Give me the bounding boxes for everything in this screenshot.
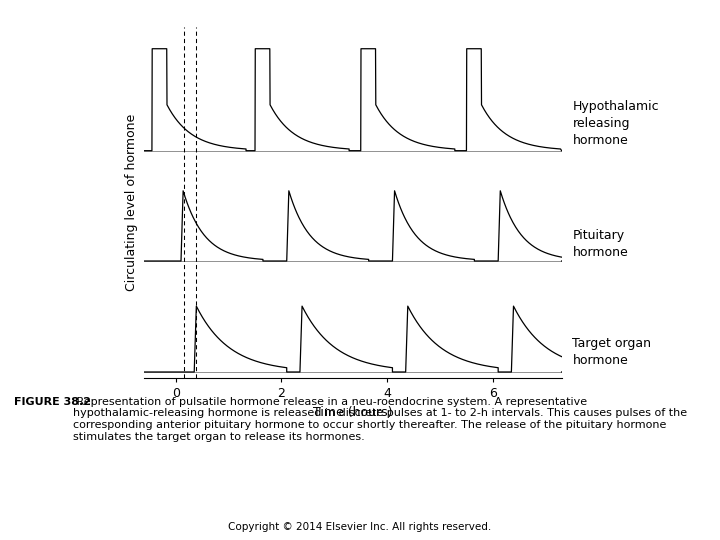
Text: Representation of pulsatile hormone release in a neu-roendocrine system. A repre: Representation of pulsatile hormone rele… <box>73 397 688 442</box>
Text: FIGURE 38.2: FIGURE 38.2 <box>14 397 91 407</box>
Text: Target organ
hormone: Target organ hormone <box>572 337 652 367</box>
Text: Pituitary
hormone: Pituitary hormone <box>572 230 628 259</box>
Text: Hypothalamic
releasing
hormone: Hypothalamic releasing hormone <box>572 100 659 147</box>
Y-axis label: Circulating level of hormone: Circulating level of hormone <box>125 114 138 291</box>
X-axis label: Time (hours): Time (hours) <box>313 406 392 419</box>
Text: Copyright © 2014 Elsevier Inc. All rights reserved.: Copyright © 2014 Elsevier Inc. All right… <box>228 522 492 532</box>
